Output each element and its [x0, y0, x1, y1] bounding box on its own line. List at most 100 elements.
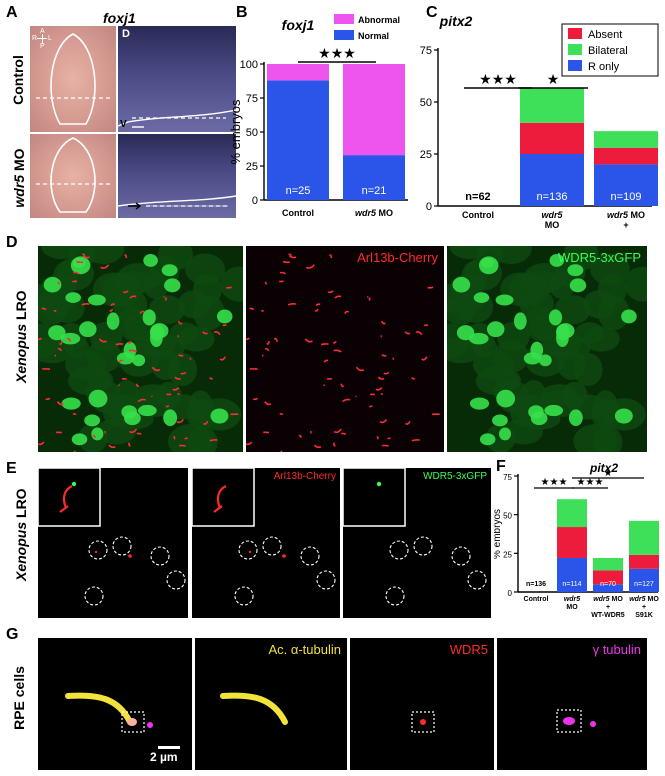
cilium-stroke [122, 290, 129, 294]
g-tubulin-cilium [220, 692, 288, 725]
cell-background [472, 349, 515, 380]
gfp-cell [143, 254, 158, 267]
y-tick-label: 0 [252, 195, 258, 207]
cilium-stroke [172, 436, 176, 440]
cilium-stroke [82, 255, 90, 259]
cilium-stroke [332, 340, 337, 344]
gfp-cell [568, 409, 583, 427]
cell-background [449, 246, 491, 259]
cell-background [508, 272, 549, 308]
gfp-cell [452, 276, 471, 293]
cilium-stroke [304, 338, 313, 343]
chart-f: pitx2 0 25 50 75 % embryos n=136 n=114 n=70 n=127… [494, 461, 659, 619]
cilium-stroke [56, 401, 64, 406]
cilium-circle [84, 586, 104, 606]
cell-background [101, 272, 142, 308]
x-tick-label: wdr5 MO [355, 208, 393, 218]
count-label: n=21 [362, 185, 387, 197]
gfp-cell [544, 404, 564, 417]
panel-e-side-label: Xenopus LRO [13, 488, 29, 581]
chart-title: pitx2 [439, 13, 473, 29]
gfp-cell [468, 332, 489, 345]
red-dot [94, 550, 98, 554]
y-axis-label: % embryos [494, 509, 503, 559]
cilium-stroke [73, 271, 80, 275]
cell-background [65, 349, 107, 380]
red-dot [128, 554, 132, 558]
control-foxj1-section-image: D V [118, 26, 236, 132]
gfp-cell [538, 354, 552, 367]
row-label-control: Control [10, 55, 26, 105]
compass-l: L [48, 35, 52, 42]
cilium-stroke [108, 444, 116, 449]
legend-swatch [334, 14, 354, 24]
legend-label: Abnormal [358, 15, 400, 25]
count-label: n=114 [562, 581, 581, 588]
cilium-stroke [279, 271, 287, 275]
significance-stars-1: ★★★ [479, 71, 517, 87]
cilium-stroke [115, 343, 124, 346]
gfp-cell [150, 329, 163, 348]
compass-p: P [40, 43, 45, 50]
cilium-stroke [369, 405, 373, 408]
arrow-label: V [120, 119, 127, 130]
d-cherry-image: Arl13b-Cherry [246, 246, 444, 452]
cell-background [624, 266, 647, 302]
cell-background [592, 426, 623, 452]
cilium-stroke [41, 307, 47, 311]
count-label: n=136 [526, 581, 546, 588]
bar-segment-r-only [557, 557, 587, 592]
e-cherry-image: Arl13b-Cherry [192, 468, 340, 618]
cilium-stroke [136, 432, 142, 435]
gfp-cell [614, 408, 633, 424]
panel-letter-e: E [6, 460, 17, 477]
e-gfp-image: WDR5-3xGFP [343, 468, 491, 618]
cilium-stroke [118, 359, 124, 363]
cilium-stroke [177, 320, 183, 325]
d-gfp-image: WDR5-3xGFP [447, 246, 647, 452]
cell-background [562, 381, 588, 408]
cilium-stroke [424, 324, 429, 327]
count-label: n=62 [465, 191, 490, 203]
e-channel-green-label: WDR5-3xGFP [423, 471, 487, 482]
inset-cilium [213, 485, 227, 513]
gfp-cell [549, 254, 565, 267]
cilium-stroke [127, 340, 132, 344]
cilium-stroke [289, 255, 297, 259]
y-tick-label: 0 [508, 589, 513, 598]
y-tick-label: 25 [420, 149, 432, 161]
cilium-stroke [213, 330, 221, 336]
x-tick-label: wdr5 MO [593, 596, 623, 603]
cilium-stroke [341, 432, 347, 435]
embryo-outline [36, 33, 112, 125]
bar-segment-absent [557, 527, 587, 558]
x-tick-label: Control [282, 208, 314, 218]
cilium-stroke [411, 377, 416, 380]
cilium-stroke [288, 253, 292, 257]
cilium-stroke [81, 303, 90, 306]
cell-background [82, 246, 125, 265]
cilium-stroke [73, 450, 76, 452]
cilium-stroke [109, 308, 114, 312]
inset-box [38, 468, 101, 527]
cell-background [38, 336, 74, 364]
cilium-stroke [323, 384, 326, 386]
inset-gfp-dot [71, 481, 77, 487]
panel-letter-g: G [6, 626, 19, 643]
cilium-circle [88, 540, 108, 560]
gfp-cell [132, 354, 146, 367]
microscopy-texture [38, 246, 243, 452]
gfp-cell [567, 264, 584, 277]
cell-background [142, 334, 186, 360]
cilium-stroke [184, 437, 188, 440]
cilium-stroke [151, 366, 161, 372]
g-gamma-tubulin-image: γ tubulin [497, 638, 647, 770]
cilium-circle [413, 536, 433, 556]
y-tick-label: 0 [426, 201, 432, 213]
cell-background [41, 246, 82, 259]
cilium-stroke [387, 437, 391, 440]
cilium-stroke [164, 297, 167, 301]
cell-background [548, 334, 592, 360]
panel-letter-f: F [496, 458, 506, 475]
cilium-stroke [427, 286, 434, 289]
